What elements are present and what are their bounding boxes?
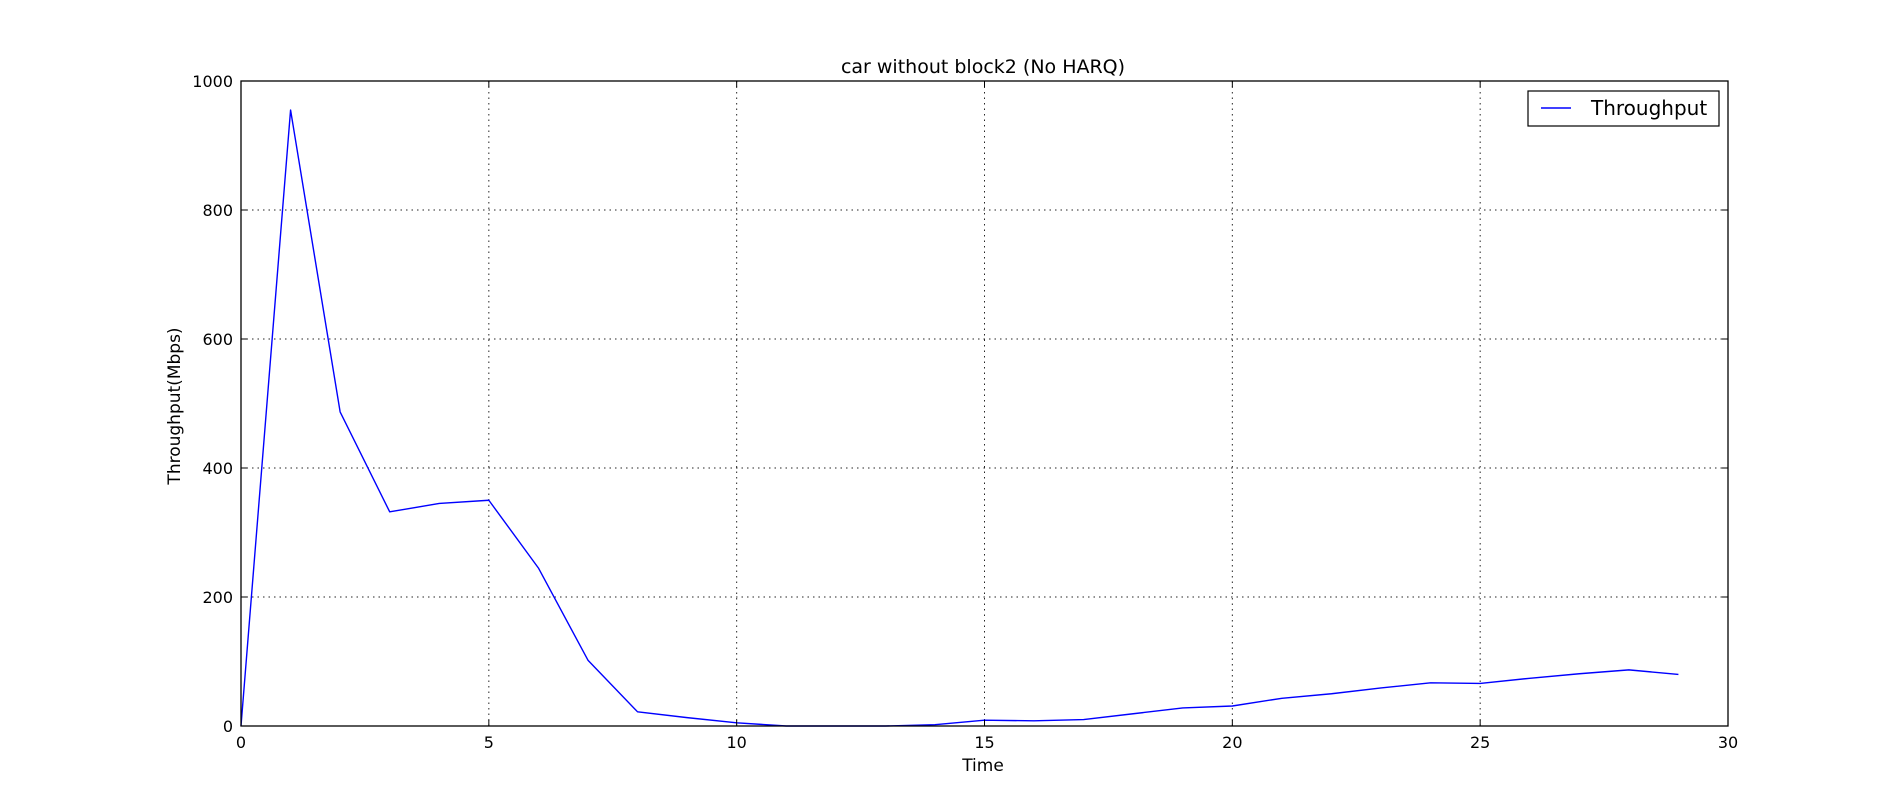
- x-tick-label: 20: [1222, 733, 1242, 752]
- y-tick-label: 1000: [192, 72, 233, 91]
- y-tick-label: 800: [202, 201, 233, 220]
- x-tick-label: 30: [1718, 733, 1738, 752]
- legend-entry-throughput: Throughput: [1590, 96, 1707, 120]
- plot-frame: [240, 80, 1729, 727]
- plot-area: [240, 109, 1679, 727]
- axis-ticks: 0 5 10 15 20 25 30 0 200 400 600 800 1000: [192, 72, 1738, 752]
- grid-lines: [240, 80, 1729, 727]
- y-tick-label: 0: [223, 717, 233, 736]
- y-tick-label: 200: [202, 588, 233, 607]
- x-tick-label: 15: [974, 733, 994, 752]
- x-axis-label: Time: [961, 756, 1004, 776]
- chart-title: car without block2 (No HARQ): [841, 56, 1125, 78]
- x-tick-label: 10: [726, 733, 746, 752]
- x-tick-label: 25: [1470, 733, 1490, 752]
- x-tick-label: 5: [484, 733, 494, 752]
- y-tick-label: 600: [202, 330, 233, 349]
- series-line-throughput: [240, 109, 1679, 727]
- legend: Throughput: [1527, 90, 1720, 127]
- y-axis-label: Throughput(Mbps): [165, 327, 185, 485]
- x-tick-label: 0: [236, 733, 246, 752]
- y-tick-label: 400: [202, 459, 233, 478]
